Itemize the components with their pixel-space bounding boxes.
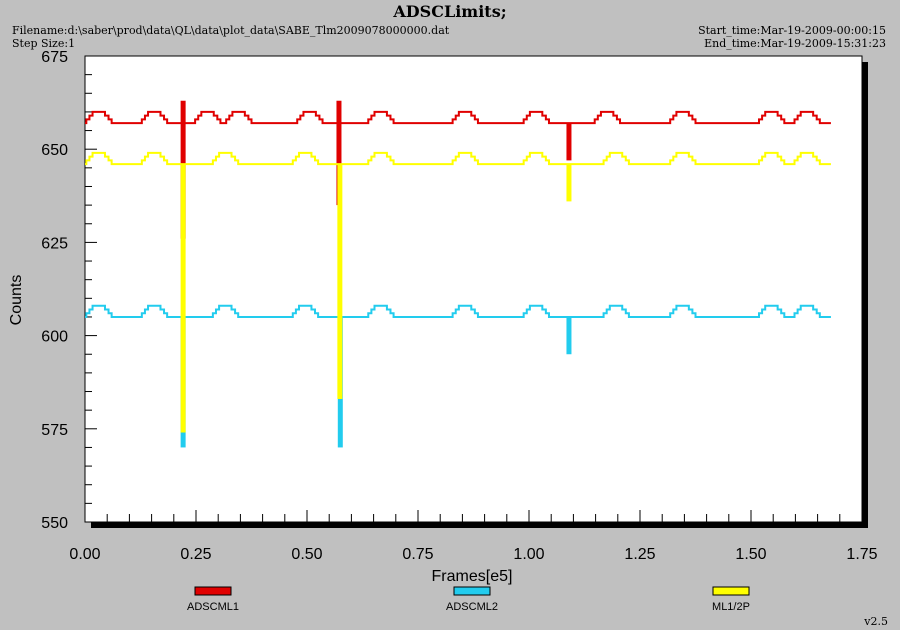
time-info: Start_time:Mar-19-2009-00:00:15 End_time…	[698, 24, 886, 50]
tick-labels: 550 575 600 625 650 675 0.00 0.25 0.50 0.75 1.00 1.…	[41, 49, 877, 563]
legend-label: ADSCML1	[187, 601, 239, 613]
series-spike	[566, 316, 572, 355]
series-spike	[566, 123, 572, 161]
y-tick-label: 550	[41, 515, 68, 532]
legend-label: ML1/2P	[712, 601, 750, 613]
y-tick-label: 575	[41, 422, 68, 439]
x-tick-label: 0.00	[69, 546, 100, 563]
x-tick-label: 0.50	[291, 546, 322, 563]
file-info: Filename:d:\saber\prod\data\QL\data\plot…	[12, 24, 449, 50]
x-axis-label: Frames[e5]	[432, 568, 513, 585]
series-spike	[180, 164, 186, 433]
end-time-text: End_time:Mar-19-2009-15:31:23	[704, 37, 886, 50]
legend: ADSCML1 ADSCML2 ML1/2P	[187, 586, 750, 613]
series-layer	[85, 100, 831, 448]
series-spike	[336, 100, 342, 206]
y-tick-label: 675	[41, 49, 68, 66]
start-time-text: Start_time:Mar-19-2009-00:00:15	[698, 24, 886, 37]
chart-title: ADSCLimits;	[393, 2, 507, 21]
x-tick-label: 1.00	[513, 546, 544, 563]
step-size-text: Step Size:1	[12, 37, 76, 50]
series-line	[85, 304, 831, 318]
series-spike	[337, 164, 343, 399]
y-axis-label: Counts	[8, 275, 25, 326]
y-tick-label: 650	[41, 142, 68, 159]
series-spike	[566, 164, 572, 202]
filename-text: Filename:d:\saber\prod\data\QL\data\plot…	[12, 24, 450, 37]
y-tick-label: 625	[41, 235, 68, 252]
x-tick-label: 1.75	[846, 546, 877, 563]
plot-area	[84, 55, 863, 523]
y-tick-label: 600	[41, 329, 68, 346]
series-line	[85, 110, 831, 125]
version-text: v2.5	[864, 615, 888, 628]
legend-swatch	[194, 586, 232, 596]
x-tick-label: 0.75	[402, 546, 433, 563]
legend-swatch	[453, 586, 491, 596]
x-tick-label: 1.50	[735, 546, 766, 563]
series-line	[85, 151, 831, 166]
x-tick-label: 0.25	[180, 546, 211, 563]
legend-label: ADSCML2	[446, 601, 498, 613]
x-tick-label: 1.25	[624, 546, 655, 563]
axis-ticks	[84, 55, 863, 523]
legend-swatch	[712, 586, 750, 596]
